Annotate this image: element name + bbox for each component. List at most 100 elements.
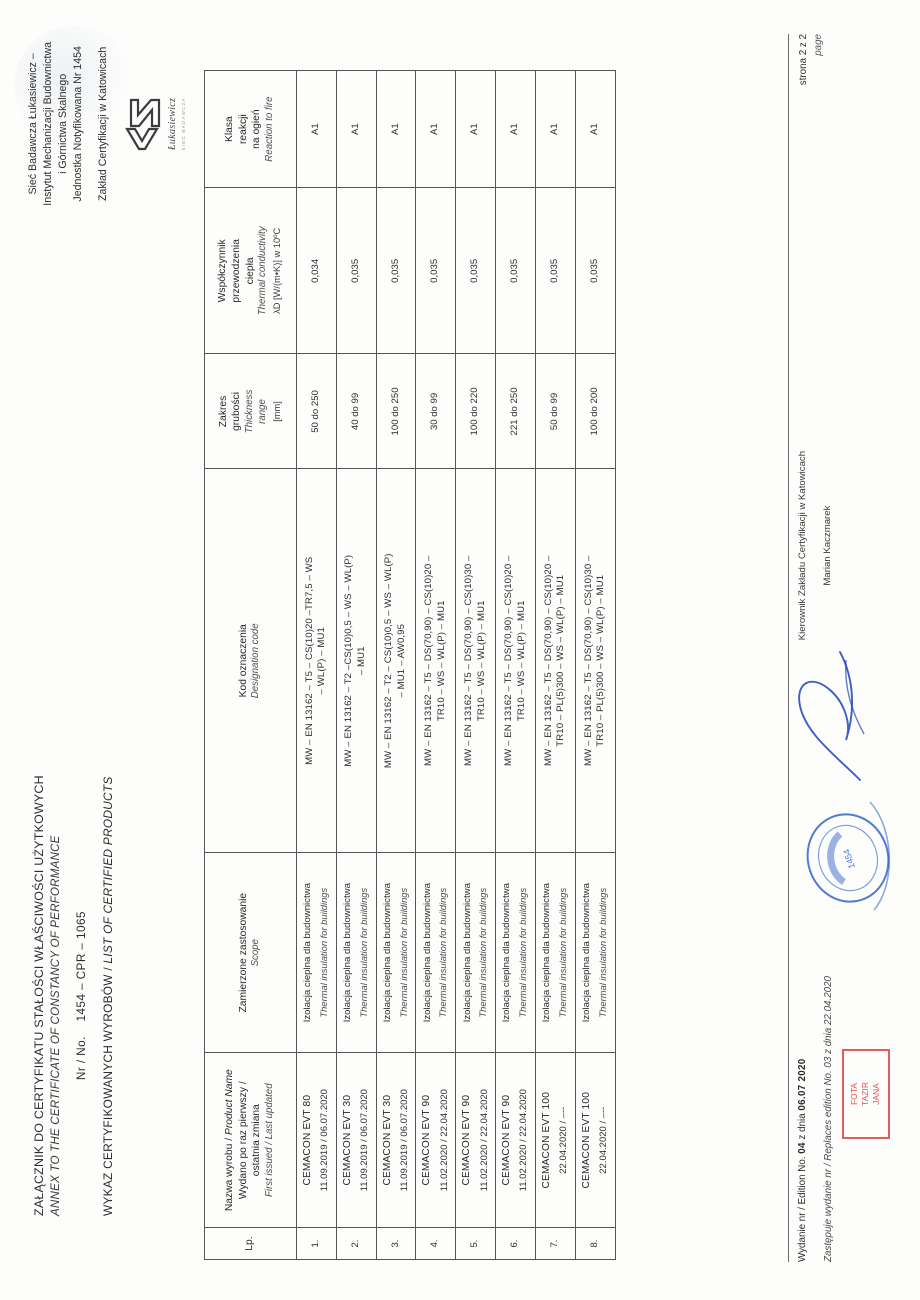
code-line-2: – MU1 (356, 646, 368, 676)
col-header-thermal-conductivity: Współczynnik przewodzenia ciepła Thermal… (204, 187, 297, 354)
product-name: CEMACON EVT 100 (540, 1091, 552, 1189)
edition-date-label: z dnia (797, 1113, 808, 1140)
scope-pl: Izolacja cieplna dla budownictwa (541, 883, 553, 1023)
replaces-number: 03 (822, 1056, 834, 1068)
cell-thermal-conductivity: 0,035 (415, 187, 456, 354)
col-header-designation-code: Kod oznaczenia Designation code (204, 468, 297, 853)
org-line-1: Sieć Badawcza Łukasiewicz – (27, 53, 39, 195)
code-line-1: MW – EN 13162 – T5 – DS(70,90) – CS(10)2… (542, 555, 554, 767)
cell-designation-code: MW – EN 13162 – T2 –CS(10)0,5 – WS – WL(… (336, 468, 377, 853)
cell-lp: 2. (336, 1227, 377, 1260)
cell-product-name: CEMACON EVT 100 22.04.2020 / –-- (575, 1052, 616, 1228)
table-row: 5. CEMACON EVT 90 11.02.2020 / 22.04.2020 I… (455, 70, 496, 1260)
cell-scope: Izolacja cieplna dla budownictwa Thermal … (415, 852, 456, 1053)
cell-designation-code: MW – EN 13162 – T5 – CS(10)20 –TR7,5 – W… (296, 468, 337, 853)
cell-designation-code: MW – EN 13162 – T5 – DS(70,90) – CS(10)2… (535, 468, 576, 853)
col-header-lp: Lp. (204, 1227, 297, 1260)
cell-product-name: CEMACON EVT 30 11.09.2019 / 06.07.2020 (336, 1052, 377, 1228)
product-name: CEMACON EVT 90 (461, 1094, 473, 1186)
code-line-2: TR10 – PL(5)300 – WS – WL(P) – MU1 (555, 574, 567, 747)
svg-text:TAZIR: TAZIR (860, 1082, 870, 1106)
cell-reaction-to-fire: A1 (336, 70, 377, 188)
table-body: 1. CEMACON EVT 80 11.09.2019 / 06.07.2020 I… (296, 70, 616, 1260)
cell-lp: 6. (495, 1227, 536, 1260)
scope-en: Thermal insulation for buildings (357, 887, 369, 1018)
cell-lp: 1. (296, 1227, 337, 1260)
cell-designation-code: MW – EN 13162 – T5 – DS(70,90) – CS(10)3… (455, 468, 496, 853)
col-header-thickness-range: Zakres grubości Thickness range [mm] (204, 353, 297, 469)
cell-lp: 4. (415, 1227, 456, 1260)
cell-thickness-range: 40 do 99 (336, 353, 377, 469)
svg-text:JANA: JANA (871, 1083, 881, 1105)
footer-edition-block: Wydanie nr / Edition No. 04 z dnia 06.07… (797, 976, 835, 1262)
code-line-1: MW – EN 13162 – T5 – DS(70,90) – CS(10)2… (423, 555, 435, 767)
table-row: 7. CEMACON EVT 100 22.04.2020 / –-- Izolacj… (535, 70, 576, 1260)
product-dates: 11.02.2020 / 22.04.2020 (478, 1089, 490, 1192)
cell-scope: Izolacja cieplna dla budownictwa Thermal … (535, 852, 576, 1053)
cell-thermal-conductivity: 0,035 (535, 187, 576, 354)
cell-designation-code: MW – EN 13162 – T5 – DS(70,90) – CS(10)2… (415, 468, 456, 853)
replaces-line: Zastępuje wydanie nr / Replaces edition … (823, 976, 835, 1262)
table-row: 4. CEMACON EVT 90 11.02.2020 / 22.04.2020 I… (415, 70, 456, 1260)
product-name: CEMACON EVT 90 (421, 1094, 433, 1186)
cell-product-name: CEMACON EVT 90 11.02.2020 / 22.04.2020 (495, 1052, 536, 1228)
scope-pl: Izolacja cieplna dla budownictwa (302, 883, 314, 1023)
document-footer: 1454 FOTA TAZIR JANA Wydanie nr / Editio… (788, 34, 904, 1262)
cell-reaction-to-fire: A1 (575, 70, 616, 188)
cell-scope: Izolacja cieplna dla budownictwa Thermal … (455, 852, 496, 1053)
code-line-1: MW – EN 13162 – T5 – DS(70,90) – CS(10)2… (502, 555, 514, 767)
certificate-number-label: Nr / No. (74, 1036, 88, 1081)
col-header-reaction-to-fire: Klasa reakcji na ogień Reaction to fire (204, 70, 297, 188)
edition-line: Wydanie nr / Edition No. 04 z dnia 06.07… (797, 976, 809, 1262)
table-row: 1. CEMACON EVT 80 11.09.2019 / 06.07.2020 I… (296, 70, 337, 1260)
cell-product-name: CEMACON EVT 80 11.09.2019 / 06.07.2020 (296, 1052, 337, 1228)
cell-lp: 7. (535, 1227, 576, 1260)
cell-thermal-conductivity: 0,035 (575, 187, 616, 354)
code-line-1: MW – EN 13162 – T5 – DS(70,90) – CS(10)3… (463, 555, 474, 767)
footer-page-block: strona 2 z 2 page (797, 34, 826, 85)
table-row: 8. CEMACON EVT 100 22.04.2020 / –-- Izolacj… (575, 70, 616, 1260)
code-line-1: MW – EN 13162 – T5 – DS(70,90) – CS(10)3… (582, 555, 594, 767)
certificate-number-line: Nr / No. 1454 – CPR – 1065 (74, 775, 88, 1216)
edition-label: Wydanie nr / Edition No. (797, 1156, 808, 1262)
cell-designation-code: MW – EN 13162 – T5 – DS(70,90) – CS(10)3… (575, 468, 616, 853)
product-dates: 22.04.2020 / –-- (558, 1106, 570, 1174)
product-dates: 11.09.2019 / 06.07.2020 (398, 1089, 410, 1192)
org-line-3: i Górnictwa Skalnego (57, 73, 70, 174)
cell-reaction-to-fire: A1 (455, 70, 496, 188)
replaces-date: 22.04.2020 (822, 975, 834, 1026)
scope-en: Thermal insulation for buildings (596, 887, 608, 1018)
org-line-4: Jednostka Notyfikowana Nr 1454 (72, 46, 85, 202)
product-dates: 11.02.2020 / 22.04.2020 (438, 1089, 450, 1192)
lukasiewicz-logo-icon (125, 98, 161, 150)
product-dates: 11.09.2019 / 06.07.2020 (359, 1089, 371, 1192)
document-title-pl: ZAŁĄCZNIK DO CERTYFIKATU STAŁOŚCI WŁAŚCI… (32, 775, 46, 1216)
scope-en: Thermal insulation for buildings (556, 887, 568, 1018)
header-title-block: ZAŁĄCZNIK DO CERTYFIKATU STAŁOŚCI WŁAŚCI… (26, 775, 115, 1262)
table-header-row: Lp. Nazwa wyrobu / Product Name Wydano p… (204, 70, 297, 1260)
product-dates: 11.02.2020 / 22.04.2020 (518, 1089, 530, 1192)
scope-pl: Izolacja cieplna dla budownictwa (581, 883, 593, 1023)
cell-lp: 5. (455, 1227, 496, 1260)
org-line-2: Instytut Mechanizacji Budownictwa (42, 42, 55, 206)
header-org-block: Sieć Badawcza Łukasiewicz – Instytut Mec… (26, 34, 188, 206)
cell-thickness-range: 30 do 99 (415, 353, 456, 469)
cell-scope: Izolacja cieplna dla budownictwa Thermal … (296, 852, 337, 1053)
document-header: ZAŁĄCZNIK DO CERTYFIKATU STAŁOŚCI WŁAŚCI… (26, 34, 188, 1262)
document-title-en: ANNEX TO THE CERTIFICATE OF CONSTANCY OF… (49, 835, 62, 1216)
cell-lp: 3. (376, 1227, 416, 1260)
scope-pl: Izolacja cieplna dla budownictwa (421, 883, 433, 1023)
scope-pl: Izolacja cieplna dla budownictwa (501, 883, 513, 1023)
cell-thickness-range: 100 do 200 (575, 353, 616, 469)
org-department: Zakład Certyfikacji w Katowicach (97, 46, 110, 201)
table-row: 2. CEMACON EVT 30 11.09.2019 / 06.07.2020 I… (336, 70, 377, 1260)
cell-lp: 8. (575, 1227, 616, 1260)
certificate-number-value: 1454 – CPR – 1065 (74, 911, 88, 1022)
scope-pl: Izolacja cieplna dla budownictwa (342, 883, 354, 1023)
cell-designation-code: MW – EN 13162 – T5 – DS(70,90) – CS(10)2… (495, 468, 536, 853)
code-line-2: – MU1 – AW0,95 (395, 623, 407, 698)
scope-en: Thermal insulation for buildings (477, 887, 489, 1018)
product-name: CEMACON EVT 100 (580, 1091, 592, 1189)
cell-thermal-conductivity: 0,035 (376, 187, 416, 354)
